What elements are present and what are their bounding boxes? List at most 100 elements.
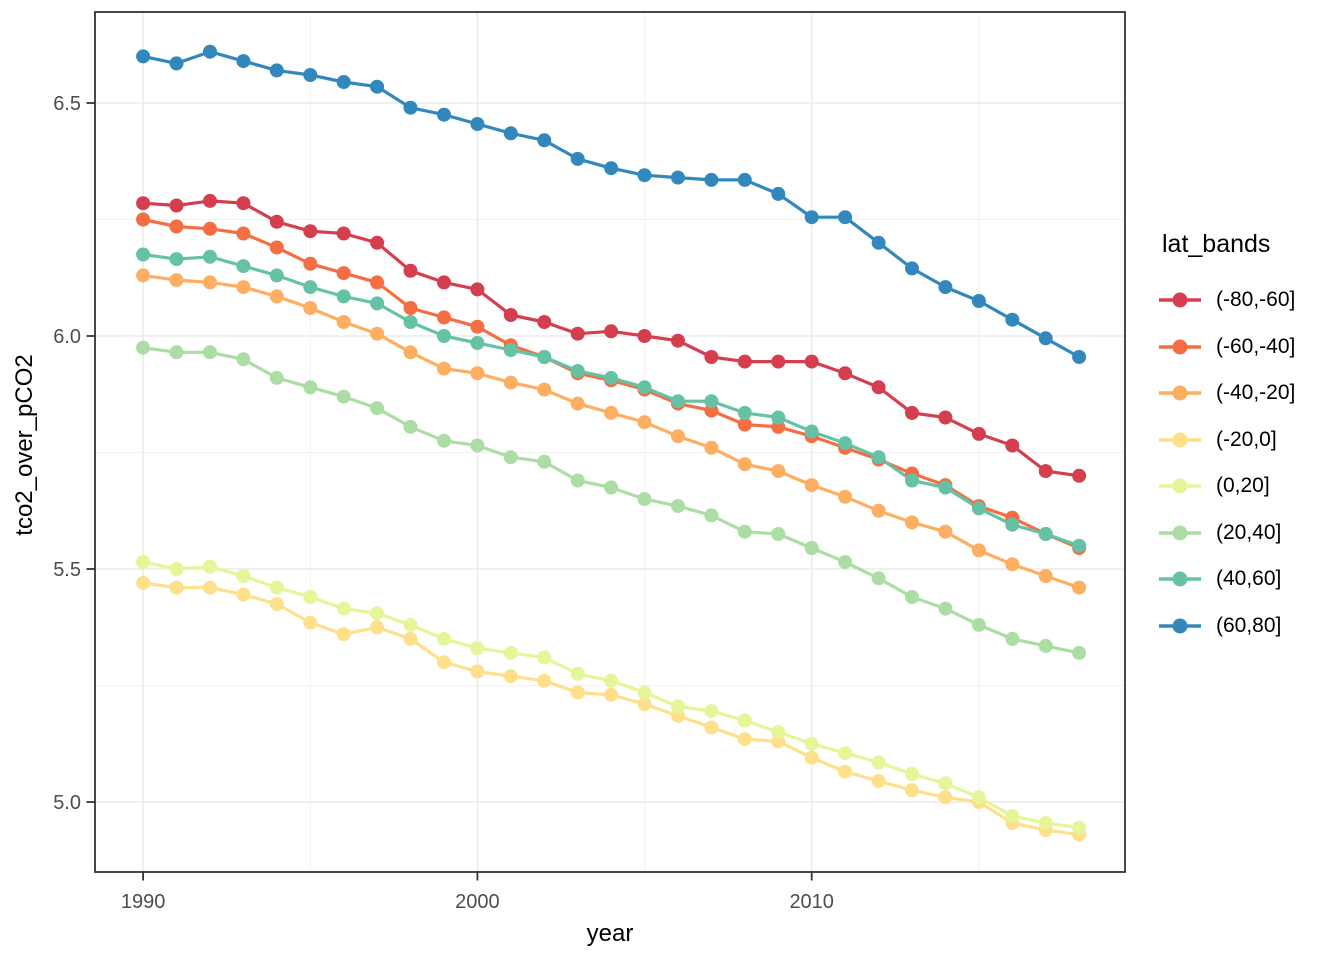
legend-key-dot xyxy=(1172,478,1188,494)
data-point xyxy=(236,226,251,241)
data-point xyxy=(570,364,585,378)
data-point xyxy=(737,354,752,369)
data-point xyxy=(169,273,184,288)
data-point xyxy=(370,620,385,635)
data-point xyxy=(537,454,552,469)
legend-item: (40,60] xyxy=(1158,556,1344,603)
legend-key-icon xyxy=(1159,478,1201,494)
data-point xyxy=(403,631,418,646)
data-point xyxy=(236,259,251,274)
data-point xyxy=(503,375,518,390)
series-points xyxy=(136,247,1087,553)
data-point xyxy=(938,480,953,495)
data-point xyxy=(136,49,151,64)
data-point xyxy=(905,473,919,488)
data-point xyxy=(1072,645,1087,660)
data-point xyxy=(203,221,217,236)
y-tick-label: 6.5 xyxy=(53,93,81,115)
data-point xyxy=(437,631,451,646)
data-point xyxy=(537,673,552,688)
data-point xyxy=(437,329,451,343)
data-point xyxy=(470,664,485,679)
data-point xyxy=(503,645,518,660)
data-point xyxy=(704,350,719,364)
data-point xyxy=(570,666,585,681)
data-point xyxy=(1038,331,1053,346)
data-point xyxy=(838,436,853,451)
data-point xyxy=(236,352,251,367)
data-point xyxy=(203,345,217,360)
legend-key-icon xyxy=(1159,618,1201,634)
data-point xyxy=(403,617,418,632)
data-point xyxy=(203,275,217,290)
data-point xyxy=(704,508,719,523)
legend: lat_bands (-80,-60] (-60,-40] (-40,-20] (-2… xyxy=(1158,230,1344,649)
legend-key-icon xyxy=(1159,292,1201,308)
data-point xyxy=(537,133,552,148)
data-point xyxy=(336,289,351,304)
data-point xyxy=(437,361,451,376)
x-tick-label: 1990 xyxy=(121,891,166,913)
legend-item: (-80,-60] xyxy=(1158,277,1344,324)
data-point xyxy=(871,774,886,788)
data-point xyxy=(938,601,953,616)
data-point xyxy=(604,370,619,385)
data-point xyxy=(570,151,585,166)
data-point xyxy=(370,606,385,621)
data-point xyxy=(236,569,251,583)
legend-key-icon xyxy=(1159,339,1201,355)
data-point xyxy=(403,263,418,278)
data-point xyxy=(269,580,284,595)
data-point xyxy=(971,426,986,441)
legend-key-dot xyxy=(1172,385,1188,401)
legend-item-label: (-80,-60] xyxy=(1216,288,1296,312)
data-point xyxy=(604,687,619,702)
data-point xyxy=(804,210,819,225)
data-point xyxy=(905,405,919,420)
data-point xyxy=(871,450,886,465)
legend-item-label: (40,60] xyxy=(1216,567,1282,591)
data-point xyxy=(336,266,351,281)
legend-item: (0,20] xyxy=(1158,463,1344,510)
data-point xyxy=(637,415,652,430)
data-point xyxy=(370,275,385,290)
data-point xyxy=(503,450,518,465)
data-point xyxy=(370,235,385,250)
legend-key-dot xyxy=(1172,571,1188,587)
data-point xyxy=(203,559,217,574)
data-point xyxy=(403,315,418,329)
legend-key-dot xyxy=(1172,525,1188,541)
y-tick-label: 5.0 xyxy=(53,792,81,814)
panel-border xyxy=(94,11,1126,873)
data-point xyxy=(1005,557,1020,572)
series-points xyxy=(136,555,1087,835)
legend-key-icon xyxy=(1159,385,1201,401)
data-point xyxy=(771,464,786,479)
data-point xyxy=(905,261,919,276)
data-point xyxy=(1072,350,1087,364)
data-point xyxy=(604,324,619,339)
data-point xyxy=(604,405,619,420)
data-point xyxy=(336,75,351,89)
data-point xyxy=(269,214,284,229)
data-point xyxy=(169,219,184,234)
data-point xyxy=(871,380,886,395)
data-point xyxy=(737,417,752,432)
data-point xyxy=(771,527,786,541)
data-point xyxy=(737,405,752,420)
data-point xyxy=(470,117,485,131)
data-point xyxy=(637,329,652,343)
legend-key-dot xyxy=(1172,618,1188,634)
data-point xyxy=(838,555,853,569)
data-point xyxy=(871,235,886,250)
series-points xyxy=(136,268,1087,595)
y-tick-label: 5.5 xyxy=(53,559,81,581)
data-point xyxy=(370,326,385,341)
data-point xyxy=(203,249,217,264)
legend-item: (-40,-20] xyxy=(1158,370,1344,417)
legend-key-dot xyxy=(1172,292,1188,308)
data-point xyxy=(437,275,451,290)
data-point xyxy=(570,685,585,700)
data-point xyxy=(838,366,853,381)
data-point xyxy=(403,301,418,315)
